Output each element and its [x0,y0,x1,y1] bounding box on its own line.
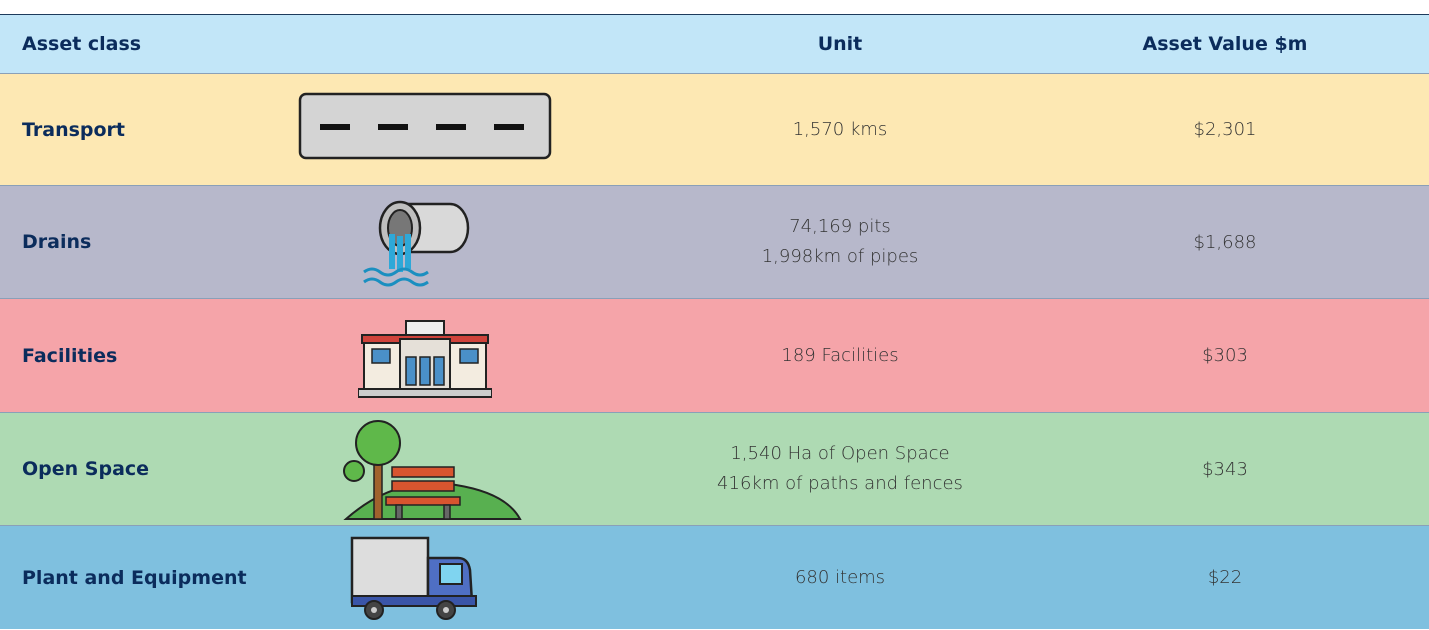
header-cell: Unit [817,33,863,55]
header-row: Asset class Unit Asset Value $m [0,15,1429,73]
table-row: Plant and Equipment 680 items $22 [0,525,1429,629]
truck-icon [350,536,477,620]
table-row: Facilities 189 Facilities $303 [0,298,1429,412]
unit-line: 189 Facilities [781,344,899,366]
value-cell: $1,688 [1193,231,1257,253]
unit-cell: 680 items [640,526,1040,629]
asset-class: Facilities [22,344,118,367]
building-icon [358,320,492,398]
value-cell: $303 [1202,345,1248,366]
unit-line: 74,169 pits [789,216,891,237]
unit-cell: 1,570 kms [640,74,1040,185]
header-cell: Asset class [22,33,142,55]
asset-class: Plant and Equipment [22,566,247,589]
value-cell: $343 [1202,458,1248,480]
unit-cell: 189 Facilities [640,299,1040,412]
asset-class: Drains [22,231,92,253]
park-icon [343,420,522,520]
table-row: Transport 1,570 kms $2,301 [0,73,1429,185]
unit-cell: 1,540 Ha of Open Space 416km of paths an… [640,413,1040,525]
table-row: Open Space 1,540 Ha of Open Space 416km … [0,412,1429,525]
value-cell: $22 [1207,567,1243,588]
asset-class: Open Space [22,458,150,480]
drain-icon [363,200,470,287]
asset-table: Asset class Unit Asset Value $m Transpor… [0,14,1429,629]
asset-class: Transport [22,118,126,141]
unit-line: 680 items [794,566,886,588]
unit-line: 1,540 Ha of Open Space [730,443,950,464]
header-cell: Asset Value $m [1142,33,1308,55]
table-row: Drains 74,169 pits 1,998km of pipes $1,6… [0,185,1429,298]
value-cell: $2,301 [1193,119,1257,140]
unit-cell: 74,169 pits 1,998km of pipes [640,186,1040,298]
road-icon [298,92,552,160]
unit-line: 1,570 kms [792,118,888,140]
unit-line: 1,998km of pipes [761,246,919,267]
unit-line: 416km of paths and fences [717,473,963,494]
